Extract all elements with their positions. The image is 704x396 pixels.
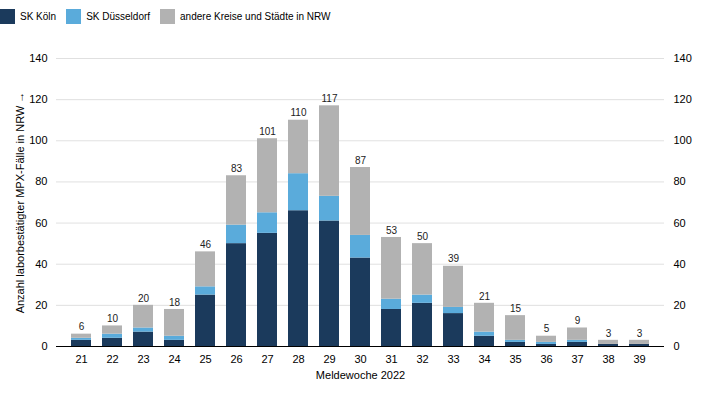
svg-text:32: 32 xyxy=(416,353,428,365)
svg-text:9: 9 xyxy=(575,315,581,326)
html-text:SK Düsseldorf: SK Düsseldorf xyxy=(86,11,151,22)
svg-text:39: 39 xyxy=(633,353,645,365)
svg-text:38: 38 xyxy=(602,353,614,365)
svg-text:Anzahl laborbestätigter MPX-Fä: Anzahl laborbestätigter MPX-Fälle in NRW… xyxy=(14,92,26,314)
svg-text:83: 83 xyxy=(231,163,243,174)
svg-text:20: 20 xyxy=(35,299,47,311)
svg-text:87: 87 xyxy=(355,155,367,166)
svg-text:110: 110 xyxy=(291,107,307,118)
svg-text:18: 18 xyxy=(169,297,181,308)
svg-text:39: 39 xyxy=(448,253,460,264)
svg-text:30: 30 xyxy=(354,353,366,365)
svg-text:24: 24 xyxy=(168,353,180,365)
svg-text:36: 36 xyxy=(540,353,552,365)
svg-text:20: 20 xyxy=(674,299,686,311)
svg-text:29: 29 xyxy=(323,353,335,365)
html-text:SK Köln: SK Köln xyxy=(20,11,57,22)
svg-text:53: 53 xyxy=(386,225,398,236)
svg-text:100: 100 xyxy=(29,134,47,146)
svg-text:120: 120 xyxy=(29,93,47,105)
svg-text:100: 100 xyxy=(674,134,692,146)
svg-text:22: 22 xyxy=(106,353,118,365)
html-text:andere Kreise und Städte in NR: andere Kreise und Städte in NRW xyxy=(180,11,331,22)
svg-text:120: 120 xyxy=(674,93,692,105)
svg-text:33: 33 xyxy=(447,353,459,365)
svg-text:60: 60 xyxy=(35,217,47,229)
svg-text:Meldewoche 2022: Meldewoche 2022 xyxy=(316,369,405,381)
svg-text:80: 80 xyxy=(674,175,686,187)
svg-text:23: 23 xyxy=(137,353,149,365)
svg-text:34: 34 xyxy=(478,353,490,365)
svg-text:25: 25 xyxy=(199,353,211,365)
svg-text:50: 50 xyxy=(417,231,429,242)
svg-text:35: 35 xyxy=(509,353,521,365)
svg-text:101: 101 xyxy=(259,126,276,137)
svg-text:40: 40 xyxy=(35,258,47,270)
svg-text:60: 60 xyxy=(674,217,686,229)
svg-text:80: 80 xyxy=(35,175,47,187)
svg-text:0: 0 xyxy=(41,340,47,352)
svg-text:0: 0 xyxy=(674,340,680,352)
svg-text:140: 140 xyxy=(29,52,47,64)
svg-text:46: 46 xyxy=(200,239,212,250)
svg-text:140: 140 xyxy=(674,52,692,64)
svg-text:31: 31 xyxy=(385,353,397,365)
svg-text:21: 21 xyxy=(479,291,491,302)
svg-text:40: 40 xyxy=(674,258,686,270)
svg-text:37: 37 xyxy=(571,353,583,365)
svg-text:15: 15 xyxy=(510,303,522,314)
svg-text:6: 6 xyxy=(79,321,85,332)
svg-text:3: 3 xyxy=(606,328,612,339)
svg-text:28: 28 xyxy=(292,353,304,365)
svg-text:20: 20 xyxy=(138,293,150,304)
svg-text:117: 117 xyxy=(322,93,338,104)
svg-text:21: 21 xyxy=(75,353,87,365)
svg-text:5: 5 xyxy=(544,323,550,334)
svg-text:10: 10 xyxy=(107,313,119,324)
svg-text:27: 27 xyxy=(261,353,273,365)
svg-text:3: 3 xyxy=(637,328,643,339)
svg-text:26: 26 xyxy=(230,353,242,365)
